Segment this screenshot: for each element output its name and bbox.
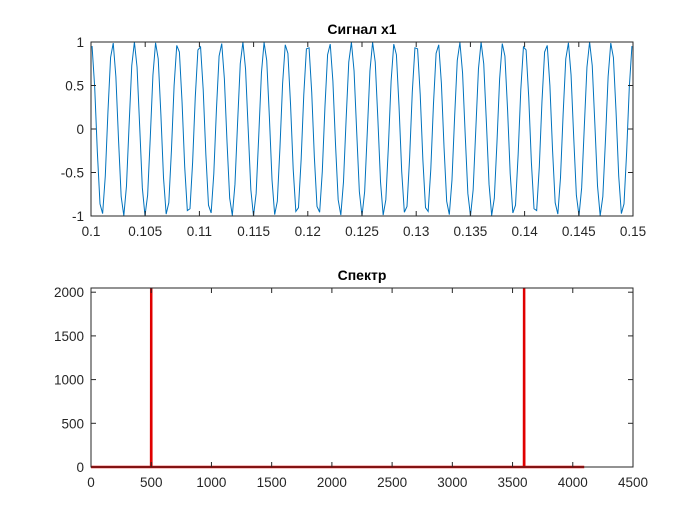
spectrum-y-tick-label: 1000 xyxy=(54,373,84,388)
signal-y-tick-label: 1 xyxy=(76,35,84,50)
signal-x-tick-label: 0.15 xyxy=(620,224,646,239)
signal-y-tick-label: -0.5 xyxy=(61,166,84,181)
spectrum-title: Спектр xyxy=(338,267,387,283)
spectrum-x-tick-label: 2000 xyxy=(317,475,347,490)
spectrum-y-tick-label: 500 xyxy=(61,416,84,431)
spectrum-axes-box xyxy=(90,287,634,468)
signal-x-tick-label: 0.13 xyxy=(403,224,429,239)
spectrum-y-tick-label: 1500 xyxy=(54,329,84,344)
spectrum-subplot: Спектр 0 500 1000 1500 2000 2500 3000 3500 4000 4… xyxy=(54,267,648,490)
signal-x-tick-label: 0.145 xyxy=(562,224,596,239)
signal-y-tick-label: 0 xyxy=(76,122,84,137)
spectrum-x-tick-label: 500 xyxy=(140,475,163,490)
signal-x-tick-label: 0.105 xyxy=(128,224,162,239)
signal-x-tick-label: 0.135 xyxy=(454,224,488,239)
signal-x-tick-label: 0.12 xyxy=(295,224,321,239)
spectrum-y-tick-label: 0 xyxy=(76,460,84,475)
signal-y-tick-label: -1 xyxy=(72,209,84,224)
spectrum-x-ticks: 0 500 1000 1500 2000 2500 3000 3500 4000 4500 xyxy=(87,288,648,490)
spectrum-x-tick-label: 4000 xyxy=(558,475,588,490)
spectrum-x-tick-label: 4500 xyxy=(618,475,648,490)
signal-x-tick-label: 0.115 xyxy=(237,224,270,239)
spectrum-x-tick-label: 2500 xyxy=(377,475,407,490)
signal-x-tick-label: 0.14 xyxy=(511,224,538,239)
spectrum-x-tick-label: 3500 xyxy=(498,475,528,490)
signal-x-tick-label: 0.11 xyxy=(187,224,212,239)
spectrum-y-ticks: 0 500 1000 1500 2000 xyxy=(54,285,633,475)
signal-title: Сигнал x1 xyxy=(327,21,396,37)
signal-x-tick-label: 0.125 xyxy=(345,224,379,239)
signal-y-ticks: -1 -0.5 0 0.5 1 xyxy=(61,35,633,224)
spectrum-x-tick-label: 0 xyxy=(87,475,95,490)
spectrum-y-tick-label: 2000 xyxy=(54,285,84,300)
spectrum-x-tick-label: 3000 xyxy=(437,475,467,490)
signal-axes-box xyxy=(90,41,634,217)
spectrum-x-tick-label: 1000 xyxy=(196,475,226,490)
spectrum-x-tick-label: 1500 xyxy=(257,475,287,490)
signal-y-tick-label: 0.5 xyxy=(65,79,84,94)
signal-x-tick-label: 0.1 xyxy=(82,224,101,239)
spectrum-axes-background xyxy=(91,288,633,467)
signal-x-ticks: 0.1 0.105 0.11 0.115 0.12 0.125 0.13 0.135 0.14 0… xyxy=(82,42,646,239)
signal-axes-background xyxy=(91,42,633,216)
signal-subplot: Сигнал x1 0.1 0.105 0.11 0.115 0.12 0.125 0.13… xyxy=(61,21,646,239)
